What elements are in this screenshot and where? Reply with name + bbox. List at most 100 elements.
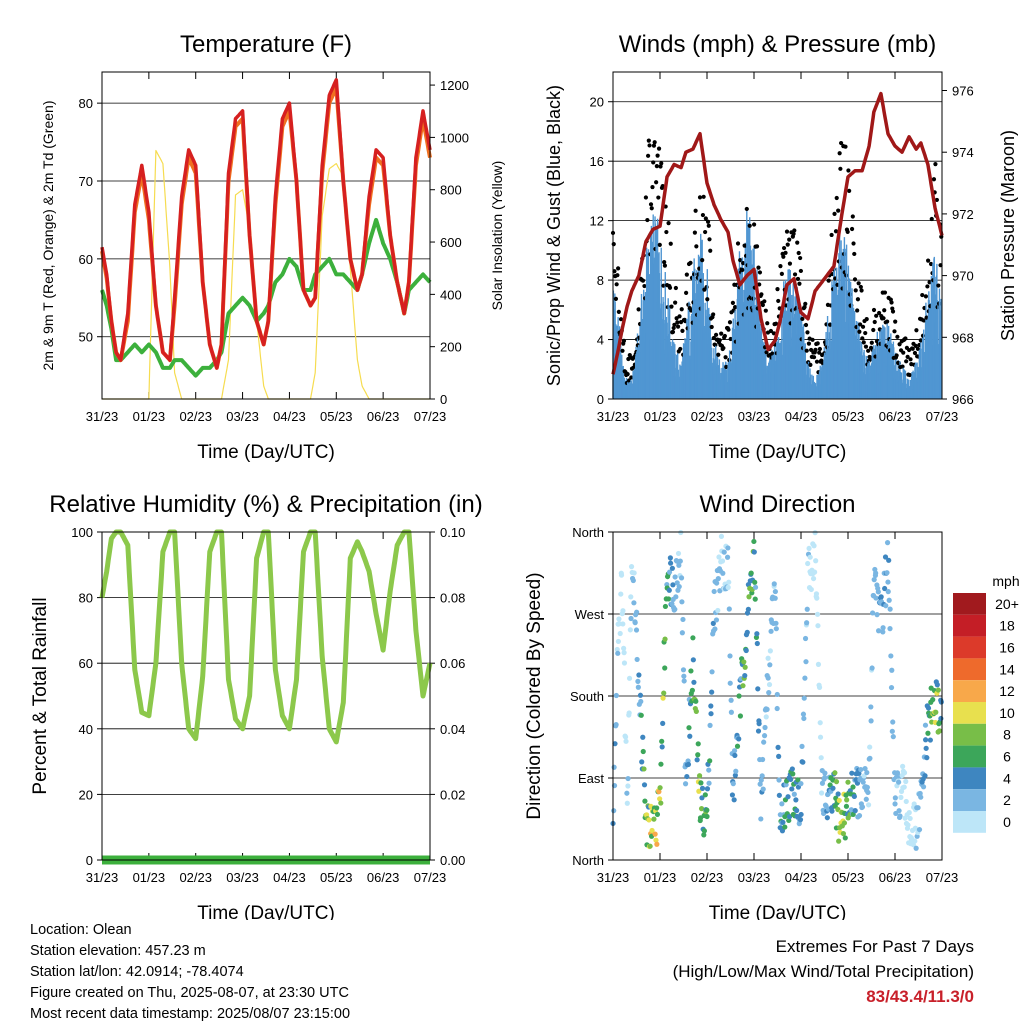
wind-direction-point [638, 712, 644, 718]
wind-direction-point [670, 582, 676, 588]
y-tick-label: 12 [590, 214, 604, 229]
wind-gust-point [852, 251, 857, 257]
y-tick-label: North [572, 525, 604, 540]
wind-direction-point [657, 785, 663, 791]
wind-direction-point [681, 673, 687, 679]
wind-direction-point [875, 628, 882, 634]
x-tick-label: 01/23 [133, 870, 166, 885]
wind-gust-point [648, 202, 654, 207]
wind-gust-point [860, 324, 866, 329]
wind-direction-point [678, 529, 684, 536]
x-tick-label: 03/23 [226, 409, 259, 424]
wind-direction-point [715, 607, 721, 614]
wind-direction-point [626, 710, 632, 716]
wind-gust-point [677, 314, 682, 319]
wind-direction-point [795, 777, 801, 783]
wind-direction-point [911, 801, 917, 807]
y-tick-label: 0 [86, 853, 93, 868]
legend-label: 18 [999, 618, 1015, 634]
wind-direction-point [611, 808, 617, 814]
wind-gust-point [752, 222, 757, 227]
wind-direction-point [669, 565, 675, 571]
wind-direction-point [798, 811, 804, 818]
y2-tick-label: 0 [440, 392, 447, 407]
wind-direction-point [621, 660, 628, 666]
wind-direction-point [925, 705, 932, 711]
x-tick-label: 07/23 [926, 870, 959, 885]
wind-direction-point [858, 766, 864, 773]
wind-gust-point [724, 364, 729, 370]
wind-gust-point [849, 226, 855, 232]
wind-direction-point [922, 737, 929, 743]
x-tick-label: 05/23 [320, 870, 353, 885]
wind-direction-point [618, 591, 624, 597]
legend-swatch [953, 614, 986, 637]
wind-direction-point [915, 805, 921, 811]
wind-direction-point [679, 599, 685, 605]
wind-direction-point [676, 584, 682, 590]
wind-direction-point [642, 798, 648, 804]
wind-gust-point [861, 340, 866, 345]
wind-direction-point [873, 595, 879, 601]
wind-direction-point [788, 776, 794, 782]
wind-direction-point [766, 690, 772, 696]
wind-gust-point [723, 355, 728, 360]
wind-gust-point [675, 320, 680, 325]
wind-direction-point [875, 589, 881, 595]
y2-tick-label: 974 [952, 145, 974, 160]
wind-direction-point [612, 741, 618, 747]
wind-direction-point [829, 808, 835, 814]
wind-gust-point [808, 362, 813, 367]
wind-direction-point [802, 635, 809, 642]
wind-gust-point [760, 302, 765, 308]
wind-direction-point [789, 786, 795, 792]
wind-gust-point [811, 355, 817, 360]
wind-direction-point [791, 791, 797, 797]
wind-direction-point [633, 627, 640, 633]
wind-gust-point [705, 219, 711, 224]
wind-direction-point [695, 741, 701, 747]
wind-direction-point [729, 792, 736, 798]
wind-direction-point [746, 594, 752, 600]
wind-direction-point [800, 711, 807, 717]
wind-gust-point [806, 341, 812, 346]
wind-direction-point [776, 753, 782, 759]
wind-direction-point [785, 794, 791, 800]
wind-gust-point [759, 292, 764, 297]
wind-direction-point [720, 570, 726, 576]
wind-direction-point [805, 560, 811, 567]
wind-direction-point [804, 620, 810, 626]
wind-direction-point [896, 808, 902, 814]
elevation-text: Station elevation: 457.23 m [30, 943, 206, 959]
wind-direction-point [763, 714, 769, 720]
temperature-2m-line [100, 78, 432, 370]
wind-direction-point [775, 744, 781, 750]
wind-direction-point [889, 728, 895, 734]
wind-gust-point [747, 223, 752, 228]
wind-direction-point [793, 797, 799, 803]
wind-gust-point [621, 338, 627, 343]
wind-direction-point [620, 621, 626, 627]
wind-direction-point [740, 683, 746, 689]
wind-gust-point [779, 271, 784, 276]
x-tick-label: 04/23 [273, 870, 306, 885]
wind-gust-point [928, 261, 934, 267]
wind-gust-point [912, 350, 918, 356]
legend-swatch [953, 789, 986, 811]
wind-direction-point [933, 709, 939, 715]
wind-direction-point [887, 626, 893, 632]
wind-direction-point [728, 697, 734, 703]
plot-frame [612, 531, 943, 861]
wind-direction-point [884, 540, 891, 546]
wind-gust-point [927, 280, 932, 285]
wind-direction-point [641, 766, 647, 772]
wind-gust-point [700, 212, 706, 218]
wind-gust-point [754, 244, 760, 249]
wind-gust-point [903, 336, 908, 341]
wind-direction-point [649, 827, 655, 834]
wind-gust-point [871, 307, 877, 313]
wind-direction-point [863, 796, 869, 802]
wind-gust-point [662, 260, 667, 265]
wind-direction-point [755, 728, 762, 734]
wind-direction-point [768, 628, 774, 634]
